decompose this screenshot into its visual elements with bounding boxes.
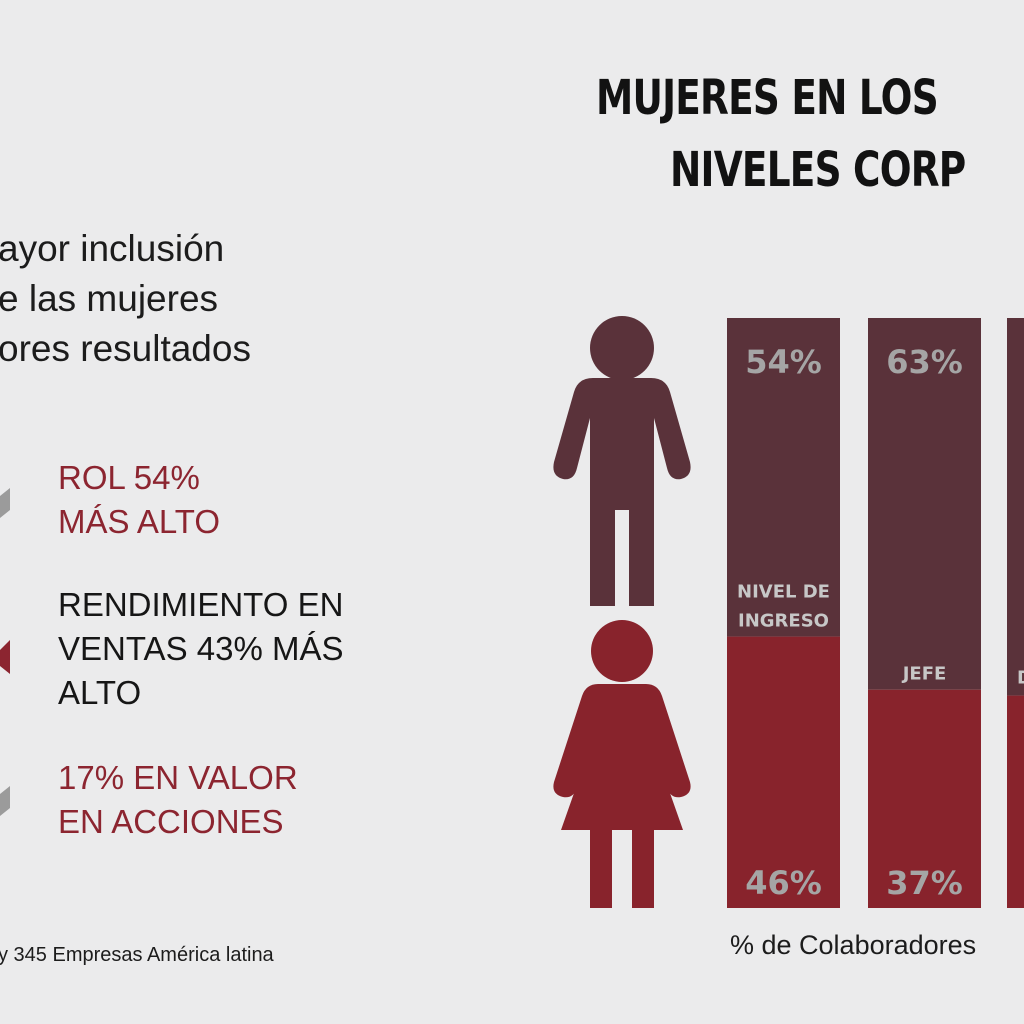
stat-2-line-1: RENDIMIENTO EN: [58, 586, 344, 623]
stat-3-line-2: EN ACCIONES: [58, 803, 284, 840]
stat-1-line-2: MÁS ALTO: [58, 503, 221, 540]
x-axis-label: % de Colaboradores: [730, 930, 977, 960]
category-label-0-0: NIVEL DE: [737, 582, 830, 603]
bar-men-1: [868, 318, 981, 690]
bar-women-0: [727, 636, 840, 908]
intro-line-1: ayor inclusión: [0, 228, 225, 269]
bar-men-2: [1007, 318, 1024, 696]
stat-3: 17% EN VALOR EN ACCIONES: [58, 756, 398, 844]
man-icon: [553, 316, 691, 606]
label-men-0: 54%: [745, 343, 822, 381]
category-label-2-0: D: [1017, 668, 1024, 689]
label-women-0: 46%: [745, 864, 822, 902]
title-line-2: NIVELES CORP: [670, 142, 966, 198]
bar-women-1: [868, 689, 981, 908]
stat-3-line-1: 17% EN VALOR: [58, 759, 298, 796]
stat-2: RENDIMIENTO EN VENTAS 43% MÁS ALTO: [58, 583, 398, 715]
category-label-0-1: INGRESO: [738, 611, 829, 632]
source-note: y 345 Empresas América latina: [0, 944, 274, 966]
label-men-1: 63%: [886, 343, 963, 381]
label-women-1: 37%: [886, 864, 963, 902]
intro-line-2: e las mujeres: [0, 278, 219, 319]
stat-2-icon: [0, 640, 10, 674]
woman-icon: [553, 620, 691, 908]
title-line-1: MUJERES EN LOS: [596, 70, 939, 126]
bar-men-0: [727, 318, 840, 637]
stat-2-line-3: ALTO: [58, 674, 142, 711]
stat-2-line-2: VENTAS 43% MÁS: [58, 630, 344, 667]
intro-line-3: ores resultados: [0, 328, 251, 369]
stat-1-icon: [0, 488, 10, 518]
bars-group: 54% 46% NIVEL DE INGRESO 63% 37% JEFE D: [727, 318, 1024, 908]
category-label-1-0: JEFE: [901, 664, 947, 685]
stat-1-line-1: ROL 54%: [58, 459, 200, 496]
bar-women-2: [1007, 695, 1024, 908]
stat-1: ROL 54% MÁS ALTO: [58, 456, 398, 544]
stat-3-icon: [0, 786, 10, 816]
